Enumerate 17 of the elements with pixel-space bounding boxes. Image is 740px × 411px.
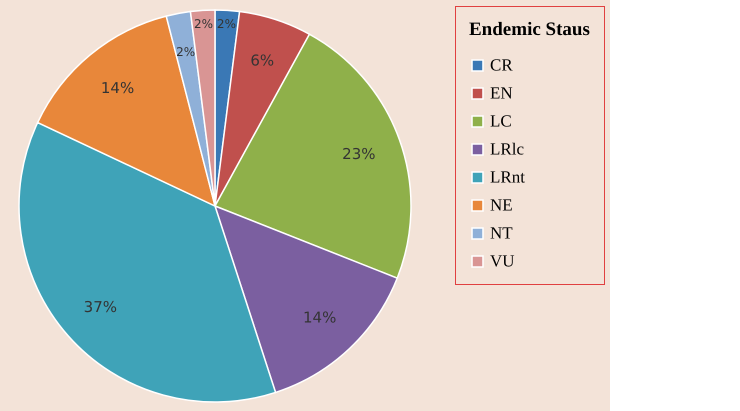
data-label: 23% xyxy=(342,145,376,164)
data-label: 37% xyxy=(84,298,117,316)
legend-label: NE xyxy=(490,196,513,214)
data-label: 14% xyxy=(100,79,134,98)
legend-title: Endemic Staus xyxy=(469,19,590,40)
legend-label: VU xyxy=(490,252,515,270)
data-label: 6% xyxy=(250,52,274,70)
data-label: 2% xyxy=(194,17,214,32)
data-label: 14% xyxy=(302,308,336,326)
legend-label: LRlc xyxy=(490,140,524,158)
legend-label: NT xyxy=(490,224,514,242)
legend-label: LC xyxy=(490,112,512,130)
data-label: 2% xyxy=(216,17,236,32)
data-label: 2% xyxy=(176,44,196,59)
legend-label: CR xyxy=(490,56,514,74)
legend-label: EN xyxy=(490,84,513,102)
legend-label: LRnt xyxy=(490,168,526,186)
